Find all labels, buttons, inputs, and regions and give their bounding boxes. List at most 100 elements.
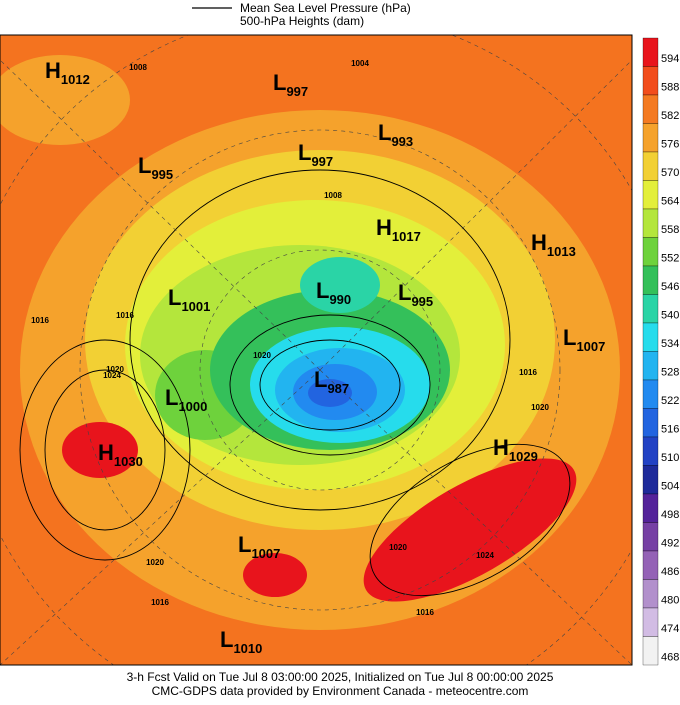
pressure-system: L997 [298, 140, 333, 169]
contour-label: 1020 [146, 558, 164, 567]
colorbar-swatch [642, 550, 659, 580]
contour-label: 1016 [416, 608, 434, 617]
system-pressure: 1007 [576, 339, 605, 354]
pressure-system: L997 [273, 70, 308, 99]
pressure-system: L1010 [220, 627, 262, 656]
system-type: L [378, 120, 391, 145]
contour-label: 1020 [106, 365, 124, 374]
system-pressure: 990 [329, 292, 351, 307]
footer-line: 3-h Fcst Valid on Tue Jul 8 03:00:00 202… [127, 670, 554, 684]
system-pressure: 995 [151, 167, 173, 182]
height-band [300, 257, 380, 313]
pressure-system: L995 [398, 280, 433, 309]
colorbar-label: 468 [661, 652, 679, 664]
colorbar-swatch [642, 208, 659, 238]
contour-label: 1020 [253, 351, 271, 360]
system-type: H [376, 215, 392, 240]
colorbar-swatch [642, 607, 659, 637]
colorbar-swatch [642, 66, 659, 96]
contour-label: 1016 [31, 316, 49, 325]
system-pressure: 1010 [233, 641, 262, 656]
colorbar-label: 582 [661, 110, 679, 122]
system-type: L [314, 367, 327, 392]
system-type: L [563, 325, 576, 350]
system-pressure: 1001 [181, 299, 210, 314]
colorbar-swatch [642, 294, 659, 324]
footer-line: CMC-GDPS data provided by Environment Ca… [152, 684, 529, 698]
contour-label: 1020 [531, 403, 549, 412]
colorbar-label: 504 [661, 481, 679, 493]
colorbar-swatch [642, 436, 659, 466]
colorbar-label: 588 [661, 82, 679, 94]
system-type: L [220, 627, 233, 652]
colorbar-swatch [642, 408, 659, 438]
colorbar-swatch [642, 493, 659, 523]
system-type: L [165, 385, 178, 410]
colorbar-swatch [642, 37, 659, 67]
system-pressure: 997 [311, 154, 333, 169]
height-band [308, 379, 352, 407]
system-type: L [316, 278, 329, 303]
system-pressure: 1030 [114, 454, 143, 469]
colorbar-swatch [642, 151, 659, 181]
colorbar-swatch [642, 522, 659, 552]
colorbar-label: 540 [661, 310, 679, 322]
system-pressure: 995 [411, 294, 433, 309]
isobars [19, 169, 571, 597]
colorbar-swatch [642, 379, 659, 409]
system-type: H [45, 58, 61, 83]
colorbar-swatch [642, 265, 659, 295]
contour-label: 1016 [116, 311, 134, 320]
colorbar-label: 534 [661, 338, 679, 350]
system-pressure: 1029 [509, 449, 538, 464]
ridge-core [62, 422, 138, 478]
height-band [0, 55, 130, 145]
colorbar-label: 570 [661, 167, 679, 179]
pressure-system: H1013 [531, 230, 576, 259]
contour-label: 1008 [324, 191, 342, 200]
map-frame [0, 34, 633, 666]
colorbar-label: 486 [661, 566, 679, 578]
colorbar-label: 564 [661, 196, 679, 208]
colorbar-swatch [642, 237, 659, 267]
colorbar-swatch [642, 322, 659, 352]
system-type: H [531, 230, 547, 255]
colorbar: 594 588 582 576 570 564 558 552 546 540 534 528 522 5… [642, 37, 679, 666]
colorbar-label: 552 [661, 253, 679, 265]
pressure-system: H1012 [45, 58, 90, 87]
colorbar-label: 522 [661, 395, 679, 407]
pressure-system: L990 [316, 278, 351, 307]
contour-label: 1020 [389, 543, 407, 552]
colorbar-label: 498 [661, 509, 679, 521]
ridge-core [243, 553, 307, 597]
contour-label: 1024 [476, 551, 494, 560]
system-type: H [493, 435, 509, 460]
pressure-system: L1007 [563, 325, 605, 354]
header: Mean Sea Level Pressure (hPa) 500-hPa He… [192, 1, 411, 28]
system-type: H [98, 440, 114, 465]
colorbar-swatch [642, 123, 659, 153]
pressure-system: L987 [314, 367, 349, 396]
system-pressure: 987 [327, 381, 349, 396]
pressure-system: H1030 [98, 440, 143, 469]
colorbar-label: 576 [661, 139, 679, 151]
colorbar-swatch [642, 636, 659, 666]
contour-labels: 1008 1004 1008 1016 1016 1024 1020 1020 1016 1020… [31, 59, 549, 617]
system-pressure: 1017 [392, 229, 421, 244]
contour-label: 1016 [519, 368, 537, 377]
system-pressure: 1013 [547, 244, 576, 259]
colorbar-swatch [642, 94, 659, 124]
contour-label: 1004 [351, 59, 369, 68]
graticule [0, 35, 632, 665]
colorbar-label: 492 [661, 538, 679, 550]
system-type: L [273, 70, 286, 95]
ridge-core [363, 458, 577, 602]
colorbar-label: 594 [661, 53, 679, 65]
colorbar-label: 558 [661, 224, 679, 236]
contour-label: 1016 [151, 598, 169, 607]
pressure-system: L995 [138, 153, 173, 182]
system-type: L [398, 280, 411, 305]
pressure-system: L1000 [165, 385, 207, 414]
contour-label: 1008 [129, 63, 147, 72]
